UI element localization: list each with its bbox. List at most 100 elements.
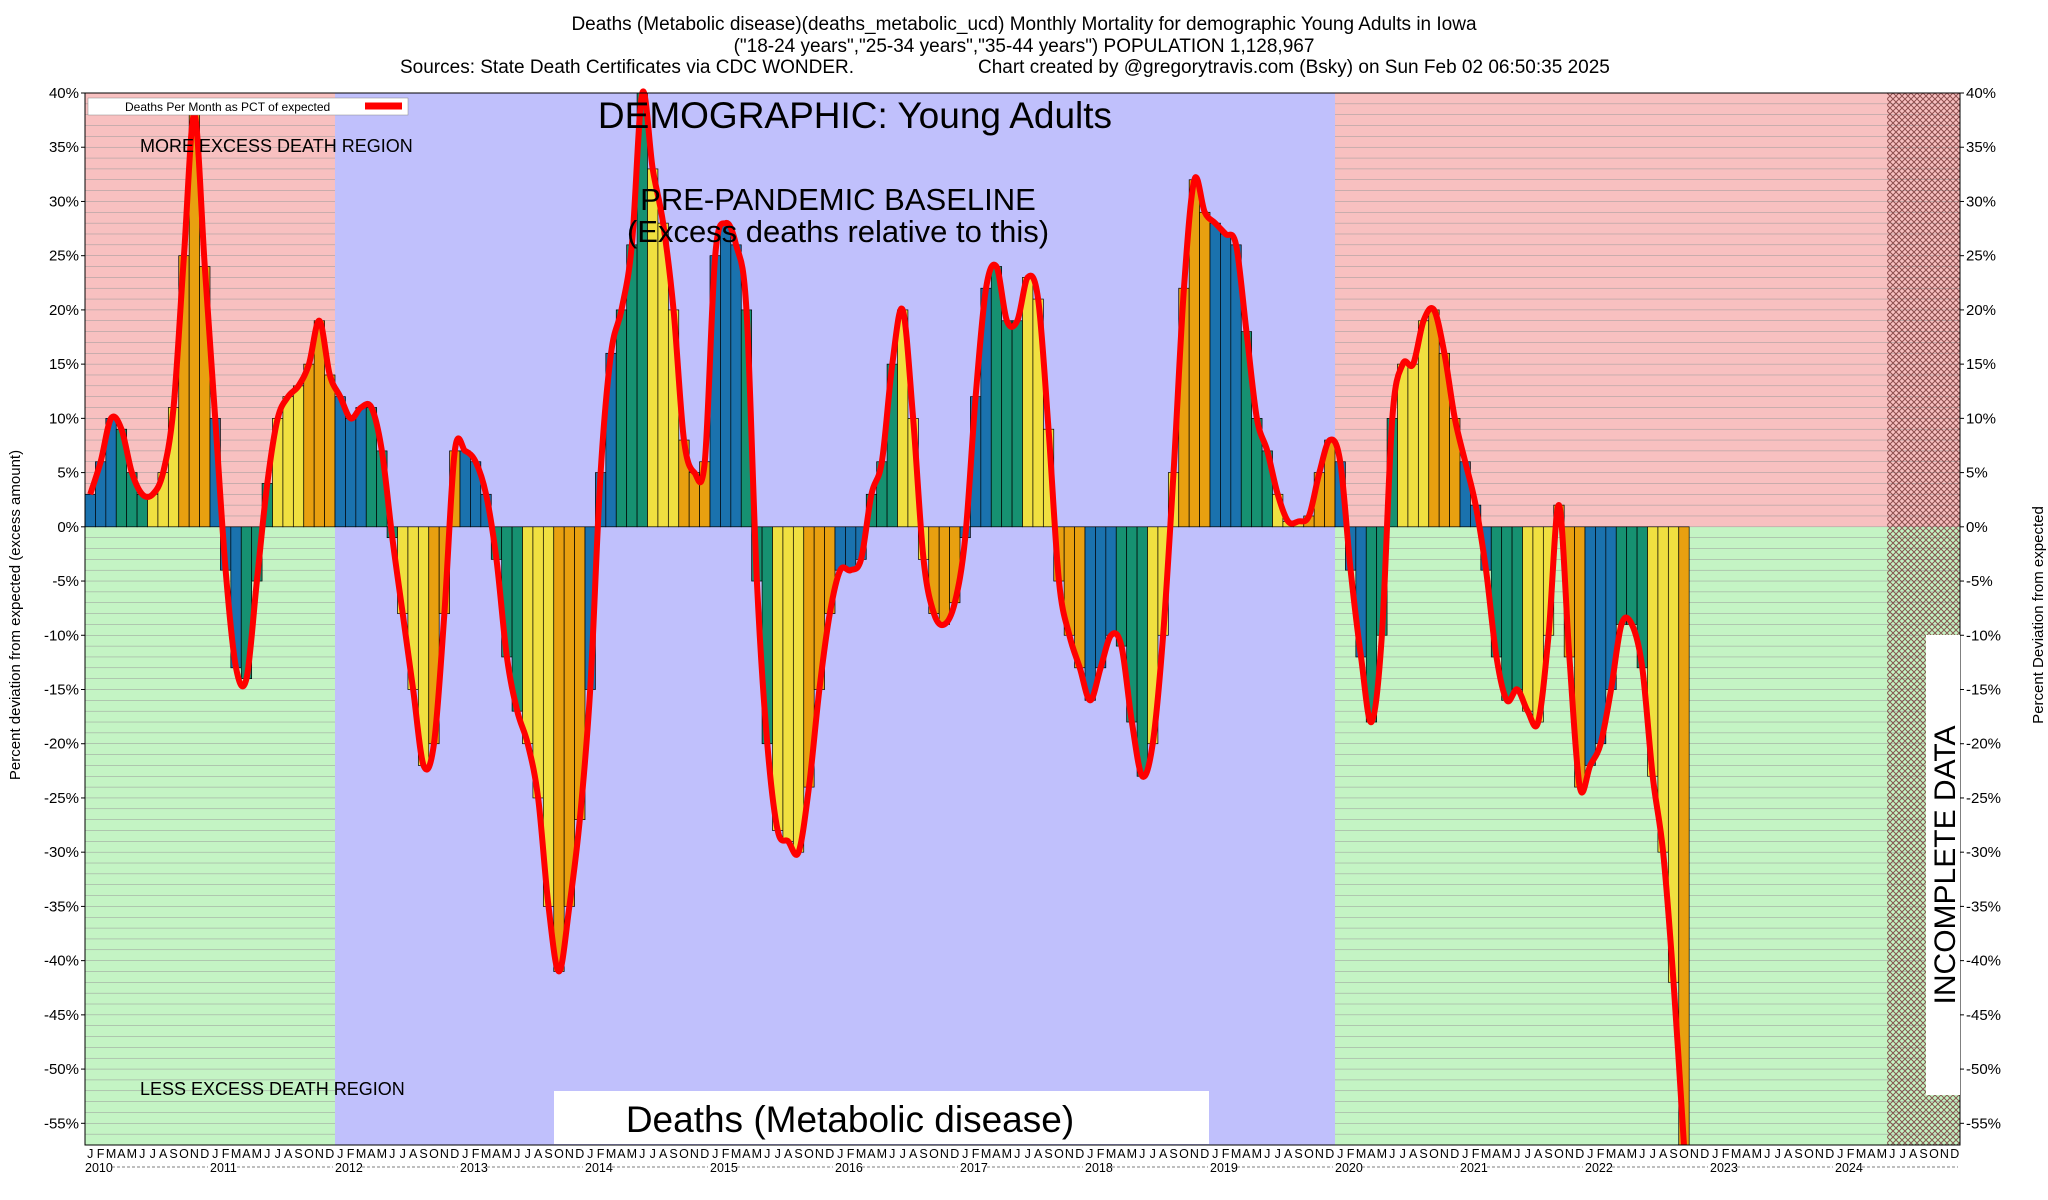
x-month-label: A <box>1659 1147 1668 1161</box>
x-month-label: J <box>1900 1147 1906 1161</box>
trend-line <box>87 88 1687 1146</box>
x-month-label: A <box>1909 1147 1918 1161</box>
x-month-label: O <box>679 1147 689 1161</box>
bar <box>1657 526 1669 853</box>
bottom-title: Deaths (Metabolic disease) <box>626 1099 1074 1140</box>
y-tick-label-right: -45% <box>1966 1007 2001 1024</box>
trend-line-group <box>87 88 1687 1146</box>
x-year-label: 2024 <box>1835 1161 1863 1175</box>
bar <box>292 385 305 528</box>
bar <box>1209 222 1221 528</box>
bar <box>834 526 846 571</box>
x-year-label: 2020 <box>1335 1161 1363 1175</box>
bar <box>782 526 794 842</box>
bar <box>324 374 336 528</box>
bar <box>563 526 575 907</box>
x-month-label: O <box>1429 1147 1439 1161</box>
bar <box>459 450 471 528</box>
x-month-label: J <box>150 1147 156 1161</box>
x-month-label: M <box>481 1147 491 1161</box>
x-month-label: A <box>409 1147 418 1161</box>
x-month-label: S <box>544 1147 552 1161</box>
x-month-label: N <box>1815 1147 1824 1161</box>
x-month-label: J <box>650 1147 656 1161</box>
x-month-label: F <box>1472 1147 1480 1161</box>
x-month-label: J <box>587 1147 593 1161</box>
x-month-label: A <box>1242 1147 1251 1161</box>
y-tick-label-left: -20% <box>44 736 79 753</box>
chart-credit-text: Chart created by @gregorytravis.com (Bsk… <box>978 57 1610 78</box>
x-month-label: F <box>1847 1147 1855 1161</box>
x-month-label: M <box>1731 1147 1741 1161</box>
x-month-label: J <box>1400 1147 1406 1161</box>
x-month-label: M <box>627 1147 637 1161</box>
bar <box>532 526 544 799</box>
x-month-label: O <box>1679 1147 1689 1161</box>
x-year-label-bg <box>1833 1161 1861 1173</box>
x-year-label: 2015 <box>710 1161 738 1175</box>
bar <box>355 407 367 528</box>
bar <box>1022 277 1034 528</box>
x-month-label: M <box>1231 1147 1241 1161</box>
plot-frame <box>84 92 1961 1146</box>
x-month-label: A <box>159 1147 168 1161</box>
x-month-label: A <box>284 1147 293 1161</box>
y-tick-label-left: 5% <box>57 465 79 482</box>
x-month-label: N <box>690 1147 699 1161</box>
x-month-label: A <box>1159 1147 1168 1161</box>
x-month-label: M <box>1356 1147 1366 1161</box>
x-month-label: J <box>1264 1147 1270 1161</box>
y-tick-label-right: 15% <box>1966 356 1996 373</box>
baseline-label-line2: (Excess deaths relative to this) <box>627 214 1049 249</box>
x-month-label: J <box>264 1147 270 1161</box>
x-year-label: 2021 <box>1460 1161 1488 1175</box>
x-month-label: O <box>1304 1147 1314 1161</box>
x-month-label: F <box>97 1147 105 1161</box>
x-month-label: J <box>1212 1147 1218 1161</box>
x-month-label: J <box>1775 1147 1781 1161</box>
x-month-label: A <box>992 1147 1001 1161</box>
x-month-label: J <box>837 1147 843 1161</box>
x-month-label: J <box>639 1147 645 1161</box>
x-year-label-bg <box>458 1161 486 1173</box>
x-month-label: M <box>981 1147 991 1161</box>
y-tick-label-right: 25% <box>1966 248 1996 265</box>
x-month-label: S <box>1669 1147 1677 1161</box>
x-month-label: J <box>1025 1147 1031 1161</box>
x-month-label: F <box>1722 1147 1730 1161</box>
x-month-label: S <box>919 1147 927 1161</box>
x-year-label: 2010 <box>85 1161 113 1175</box>
y-tick-label-right: 20% <box>1966 302 1996 319</box>
x-month-label: M <box>106 1147 116 1161</box>
y-axis-label-right: Percent Deviation from expected <box>2030 506 2047 724</box>
x-month-label: N <box>315 1147 324 1161</box>
x-month-label: S <box>1919 1147 1927 1161</box>
bar <box>334 396 346 528</box>
x-year-label: 2023 <box>1710 1161 1738 1175</box>
x-month-label: J <box>1275 1147 1281 1161</box>
x-month-label: O <box>929 1147 939 1161</box>
bar <box>1584 526 1596 766</box>
x-month-label: J <box>775 1147 781 1161</box>
chart-sources-text: Sources: State Death Certificates via CD… <box>400 57 854 78</box>
y-tick-label-left: -50% <box>44 1061 79 1078</box>
x-month-label: M <box>356 1147 366 1161</box>
x-month-label: J <box>212 1147 218 1161</box>
x-month-label: A <box>117 1147 126 1161</box>
bar <box>1417 320 1430 528</box>
y-tick-label-left: -25% <box>44 790 79 807</box>
x-year-label: 2013 <box>460 1161 488 1175</box>
x-month-label: M <box>377 1147 387 1161</box>
y-tick-label-left: -5% <box>52 573 79 590</box>
x-month-label: S <box>1044 1147 1052 1161</box>
x-year-label: 2012 <box>335 1161 363 1175</box>
x-month-label: O <box>1929 1147 1939 1161</box>
x-month-label: S <box>419 1147 427 1161</box>
bars-group <box>84 92 1690 1146</box>
x-month-label: O <box>1054 1147 1064 1161</box>
bar <box>303 363 315 528</box>
bar <box>990 266 1003 528</box>
x-year-label: 2014 <box>585 1161 613 1175</box>
